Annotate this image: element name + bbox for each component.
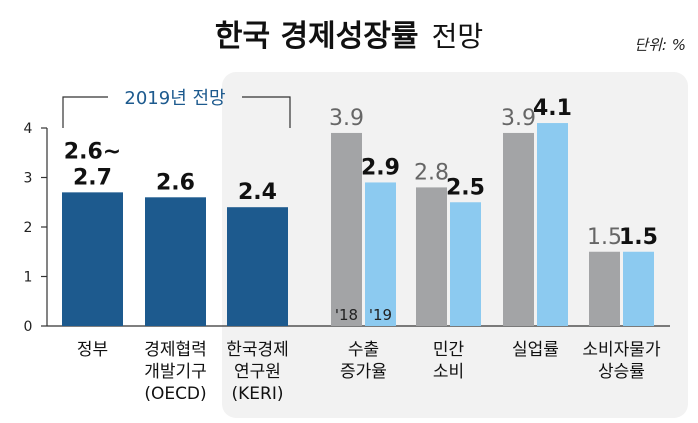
bar-forecast — [145, 197, 206, 326]
bar-2018 — [589, 251, 620, 326]
category-label: 연구원 — [234, 362, 281, 382]
category-label: 한국경제 — [226, 340, 289, 360]
category-label: 민간 — [433, 340, 465, 360]
category-label: 상승률 — [598, 362, 645, 382]
data-label: 2.6 — [156, 170, 195, 195]
data-label-2018: 3.9 — [329, 106, 364, 131]
y-tick-label: 4 — [24, 121, 33, 137]
data-label-2018: 1.5 — [587, 225, 622, 250]
category-label: 실업률 — [512, 340, 559, 360]
bracket-left — [62, 96, 108, 128]
y-tick-label: 3 — [24, 171, 33, 187]
category-label: (KERI) — [232, 384, 284, 404]
data-label-2019: 2.5 — [446, 175, 485, 200]
data-label: 2.6~ — [64, 139, 121, 164]
bar-2018 — [331, 132, 362, 326]
category-label: 정부 — [77, 340, 108, 360]
category-label: 증가율 — [340, 362, 387, 382]
data-label-2019: 2.9 — [361, 155, 400, 180]
unit-label: 단위: % — [634, 36, 686, 54]
category-label: 개발기구 — [144, 362, 207, 382]
year-label-2018: '18 — [335, 306, 358, 324]
data-label-2018: 2.8 — [414, 160, 449, 185]
data-label-2019: 4.1 — [533, 96, 572, 121]
category-label: 수출 — [348, 340, 379, 360]
y-tick-label: 0 — [24, 319, 33, 335]
bracket-right — [242, 96, 291, 128]
data-label: 2.7 — [73, 165, 112, 190]
category-label: 소비 — [433, 362, 464, 382]
bar-2018 — [416, 187, 447, 326]
bar-2019 — [623, 251, 654, 326]
bracket-label: 2019년 전망 — [124, 88, 225, 109]
chart-title: 한국 경제성장률 전망 — [215, 19, 483, 54]
bar-forecast — [62, 192, 123, 326]
bar-2019 — [365, 182, 396, 326]
y-tick-label: 1 — [24, 270, 33, 286]
data-label-2018: 3.9 — [501, 106, 536, 131]
category-label: 경제협력 — [144, 340, 207, 360]
bar-forecast — [227, 207, 288, 326]
y-tick-label: 2 — [24, 220, 33, 236]
category-label: (OECD) — [144, 384, 206, 404]
bar-2019 — [450, 202, 481, 326]
category-label: 소비자물가 — [582, 340, 661, 360]
bar-2019 — [537, 123, 568, 326]
data-label: 2.4 — [238, 180, 277, 205]
data-label-2019: 1.5 — [619, 225, 658, 250]
year-label-2019: '19 — [369, 306, 392, 324]
bar-2018 — [503, 132, 534, 326]
